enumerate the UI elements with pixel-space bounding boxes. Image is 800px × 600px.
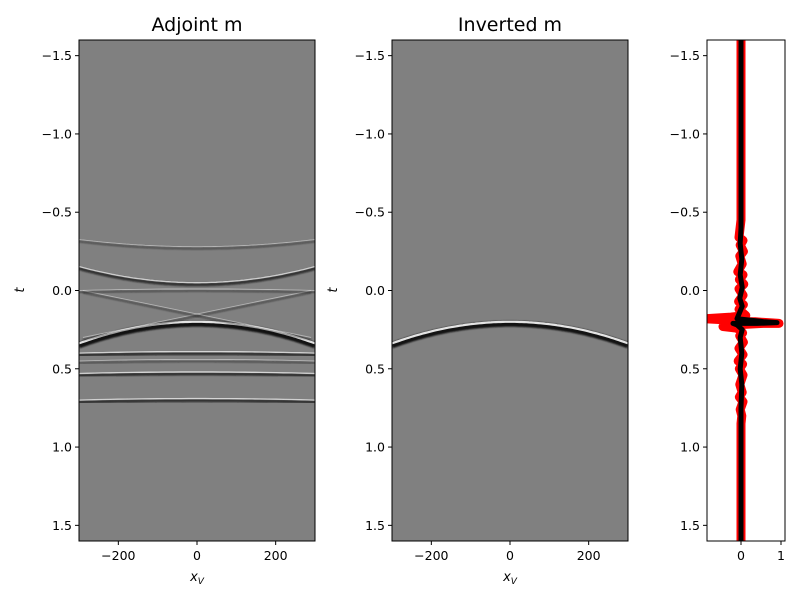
y-tick-label: 0.0 (680, 283, 700, 298)
reflector-dark (392, 320, 628, 349)
y-tick-label: −1.5 (42, 48, 72, 63)
x-axis-label-adjoint: xV (189, 570, 205, 587)
reflector-bright (79, 371, 315, 375)
y-tick-label: 0.5 (365, 361, 385, 376)
image-content-adjoint (79, 239, 315, 404)
x-tick-label: −200 (414, 548, 448, 563)
reflector-bright (79, 350, 315, 354)
trace-series-black (730, 40, 780, 541)
y-tick-label: −1.5 (355, 48, 385, 63)
y-tick-label: 1.5 (680, 518, 700, 533)
y-ticks-inverted: −1.5 −1.0 −0.5 0.0 0.5 1.0 1.5 (355, 48, 392, 533)
panel-title-inverted: Inverted m (458, 14, 562, 36)
reflector-dark (79, 360, 315, 364)
y-tick-label: 0.5 (680, 361, 700, 376)
y-tick-label: 1.5 (365, 518, 385, 533)
x-tick-label: −200 (101, 548, 135, 563)
y-tick-label: 1.5 (52, 518, 72, 533)
y-tick-label: 1.0 (680, 440, 700, 455)
y-ticks-adjoint: −1.5 −1.0 −0.5 0.0 0.5 1.0 1.5 (42, 48, 79, 533)
reflector-dark (79, 289, 315, 294)
reflector-bright (82, 290, 312, 338)
x-tick-label: 200 (577, 548, 601, 563)
y-axis-label-adjoint: t (13, 287, 28, 293)
x-ticks-adjoint: −200 0 200 (101, 541, 288, 563)
x-axis-label-inverted: xV (502, 570, 518, 587)
y-tick-label: 0.0 (52, 283, 72, 298)
reflector-bright (79, 239, 315, 248)
y-tick-label: −1.0 (355, 126, 385, 141)
y-tick-label: −0.5 (42, 205, 72, 220)
y-tick-label: 0.5 (52, 361, 72, 376)
y-axis-label-inverted: t (326, 287, 341, 293)
reflector-bright (79, 358, 315, 362)
reflector-bright (79, 265, 315, 284)
reflector-dark (79, 352, 315, 357)
y-tick-label: −1.0 (670, 126, 700, 141)
trace-lines (707, 40, 784, 541)
panel-adjoint: Adjoint m −200 0 200 −1.5 −1.0 −0.5 0.0 0.5 1.0… (13, 14, 316, 587)
image-content-inverted (392, 320, 628, 349)
reflector-dark (79, 266, 315, 287)
x-tick-label: 200 (264, 548, 288, 563)
y-tick-label: −1.0 (42, 126, 72, 141)
x-tick-label: 1 (777, 548, 785, 563)
reflector-dark (79, 320, 315, 349)
y-tick-label: 1.0 (52, 440, 72, 455)
reflector-dark (79, 240, 315, 250)
image-background-inverted (392, 40, 628, 541)
x-tick-label: 0 (737, 548, 745, 563)
panel-inverted: Inverted m −200 0 200 −1.5 −1.0 −0.5 0.0 0.5 1.… (326, 14, 629, 587)
reflector-bright (392, 320, 628, 345)
reflector-bright (79, 288, 315, 291)
x-ticks-inverted: −200 0 200 (414, 541, 601, 563)
y-tick-label: −0.5 (670, 205, 700, 220)
panel-title-adjoint: Adjoint m (152, 14, 243, 36)
reflector-dark (79, 398, 315, 404)
y-ticks-trace: −1.5 −1.0 −0.5 0.0 0.5 1.0 1.5 (670, 48, 707, 533)
y-tick-label: 1.0 (365, 440, 385, 455)
y-tick-label: 0.0 (365, 283, 385, 298)
y-tick-label: −1.5 (670, 48, 700, 63)
reflector-bright (82, 290, 312, 338)
reflector-dark (79, 372, 315, 378)
reflector-dark (82, 291, 312, 341)
reflector-bright (79, 397, 315, 401)
y-tick-label: −0.5 (355, 205, 385, 220)
x-tick-label: 0 (193, 548, 201, 563)
trace-background (707, 40, 785, 541)
x-tick-label: 0 (506, 548, 514, 563)
